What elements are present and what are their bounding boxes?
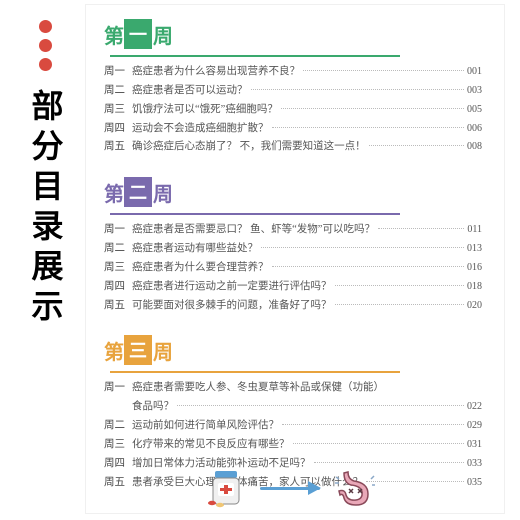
toc-title: 饥饿疗法可以“饿死”癌细胞吗？ xyxy=(132,101,278,119)
leader-dots xyxy=(378,228,464,229)
toc-row: 周三化疗带来的常见不良反应有哪些？ 031 xyxy=(104,436,482,454)
toc-title: 癌症患者进行运动之前一定要进行评估吗？ xyxy=(132,278,332,296)
week-label-char: 一 xyxy=(124,19,152,49)
toc-title: 可能要面对很多棘手的问题，准备好了吗？ xyxy=(132,297,332,315)
toc-row: 周一癌症患者是否需要忌口？ 鱼、虾等“发物”可以吃吗？ 011 xyxy=(104,221,482,239)
toc-day: 周五 xyxy=(104,474,132,492)
toc-page-num: 006 xyxy=(467,120,482,137)
toc-page-num: 029 xyxy=(467,417,482,434)
toc-day: 周四 xyxy=(104,120,132,138)
leader-dots xyxy=(272,127,465,128)
toc-day: 周二 xyxy=(104,240,132,258)
toc-day: 周一 xyxy=(104,221,132,239)
leader-dots xyxy=(177,405,464,406)
leader-dots xyxy=(251,89,465,90)
toc-row: 周三癌症患者为什么要合理营养？ 016 xyxy=(104,259,482,277)
toc-title: 运动前如何进行简单风险评估？ xyxy=(132,417,279,435)
toc-title: 癌症患者运动有哪些益处？ xyxy=(132,240,258,258)
toc-day: 周二 xyxy=(104,417,132,435)
toc-row: 周五可能要面对很多棘手的问题，准备好了吗？ 020 xyxy=(104,297,482,315)
sidebar: 部分目录展示 xyxy=(18,20,73,329)
toc-title: 癌症患者为什么要合理营养？ xyxy=(132,259,269,277)
leader-dots xyxy=(314,462,465,463)
toc-row: 周二癌症患者运动有哪些益处？ 013 xyxy=(104,240,482,258)
toc-page-num: 003 xyxy=(467,82,482,99)
week-header: 第二周 xyxy=(104,177,482,207)
dot-stack xyxy=(39,20,52,71)
toc-day: 周一 xyxy=(104,379,132,397)
toc-title: 癌症患者为什么容易出现营养不良？ xyxy=(132,63,300,81)
week-underline xyxy=(110,55,400,57)
toc-row: 周五确诊癌症后心态崩了？ 不，我们需要知道这一点！ 008 xyxy=(104,138,482,156)
toc-day: 周五 xyxy=(104,297,132,315)
toc-page-num: 020 xyxy=(467,297,482,314)
week-label-char: 周 xyxy=(153,336,173,365)
toc-page-num: 005 xyxy=(467,101,482,118)
leader-dots xyxy=(261,247,464,248)
toc-row: 周一癌症患者为什么容易出现营养不良？ 001 xyxy=(104,63,482,81)
arrow-icon xyxy=(260,487,320,490)
toc-page-num: 013 xyxy=(467,240,482,257)
leader-dots xyxy=(293,443,465,444)
toc-row: 周三饥饿疗法可以“饿死”癌细胞吗？ 005 xyxy=(104,101,482,119)
leader-dots xyxy=(303,70,464,71)
sidebar-title: 部分目录展示 xyxy=(23,89,69,329)
leader-dots xyxy=(282,424,464,425)
toc-title: 化疗带来的常见不良反应有哪些？ xyxy=(132,436,290,454)
stomach-icon xyxy=(334,467,376,509)
toc-page-num: 008 xyxy=(467,138,482,155)
leader-dots xyxy=(366,481,464,482)
week-label-char: 周 xyxy=(153,20,173,49)
illustration xyxy=(206,467,376,509)
toc-row: 周二运动前如何进行简单风险评估？ 029 xyxy=(104,417,482,435)
leader-dots xyxy=(281,108,464,109)
toc-day: 周四 xyxy=(104,455,132,473)
week-label-char: 二 xyxy=(124,177,152,207)
week-label-char: 第 xyxy=(104,178,124,207)
toc-page-num: 035 xyxy=(467,474,482,491)
toc-page-num: 033 xyxy=(467,455,482,472)
toc-title: 确诊癌症后心态崩了？ 不，我们需要知道这一点！ xyxy=(132,138,366,156)
toc-day: 周三 xyxy=(104,101,132,119)
toc-day: 周二 xyxy=(104,82,132,100)
week-header: 第三周 xyxy=(104,335,482,365)
toc-row: 周二癌症患者是否可以运动？ 003 xyxy=(104,82,482,100)
toc-row: 周一癌症患者需要吃人参、冬虫夏草等补品或保健（功能） xyxy=(104,379,482,397)
toc-day: 周四 xyxy=(104,278,132,296)
toc-row: 周四癌症患者进行运动之前一定要进行评估吗？ 018 xyxy=(104,278,482,296)
toc-page-num: 022 xyxy=(467,398,482,415)
toc-page-num: 011 xyxy=(467,221,482,238)
dot-icon xyxy=(39,58,52,71)
toc-title: 癌症患者是否需要忌口？ 鱼、虾等“发物”可以吃吗？ xyxy=(132,221,375,239)
toc-row-cont: 食品吗？ 022 xyxy=(104,398,482,416)
toc-row: 周四运动会不会造成癌细胞扩散？ 006 xyxy=(104,120,482,138)
toc-title: 癌症患者是否可以运动？ xyxy=(132,82,248,100)
week-label-char: 三 xyxy=(124,335,152,365)
pill-bottle-icon xyxy=(206,468,246,508)
dot-icon xyxy=(39,39,52,52)
week-underline xyxy=(110,213,400,215)
toc-day: 周三 xyxy=(104,259,132,277)
week-underline xyxy=(110,371,400,373)
toc-title: 运动会不会造成癌细胞扩散？ xyxy=(132,120,269,138)
week-header: 第一周 xyxy=(104,19,482,49)
week-label-char: 第 xyxy=(104,336,124,365)
toc-page-num: 001 xyxy=(467,63,482,80)
toc-page-num: 016 xyxy=(467,259,482,276)
week-label-char: 第 xyxy=(104,20,124,49)
toc-page: 第一周周一癌症患者为什么容易出现营养不良？001周二癌症患者是否可以运动？003… xyxy=(85,4,505,514)
toc-page-num: 031 xyxy=(467,436,482,453)
toc-day: 周三 xyxy=(104,436,132,454)
leader-dots xyxy=(369,145,464,146)
toc-day: 周一 xyxy=(104,63,132,81)
toc-title: 食品吗？ xyxy=(132,398,174,416)
week-label-char: 周 xyxy=(153,178,173,207)
toc-page-num: 018 xyxy=(467,278,482,295)
leader-dots xyxy=(335,285,465,286)
leader-dots xyxy=(335,304,465,305)
dot-icon xyxy=(39,20,52,33)
toc-title: 癌症患者需要吃人参、冬虫夏草等补品或保健（功能） xyxy=(132,379,384,397)
toc-day: 周五 xyxy=(104,138,132,156)
leader-dots xyxy=(272,266,465,267)
